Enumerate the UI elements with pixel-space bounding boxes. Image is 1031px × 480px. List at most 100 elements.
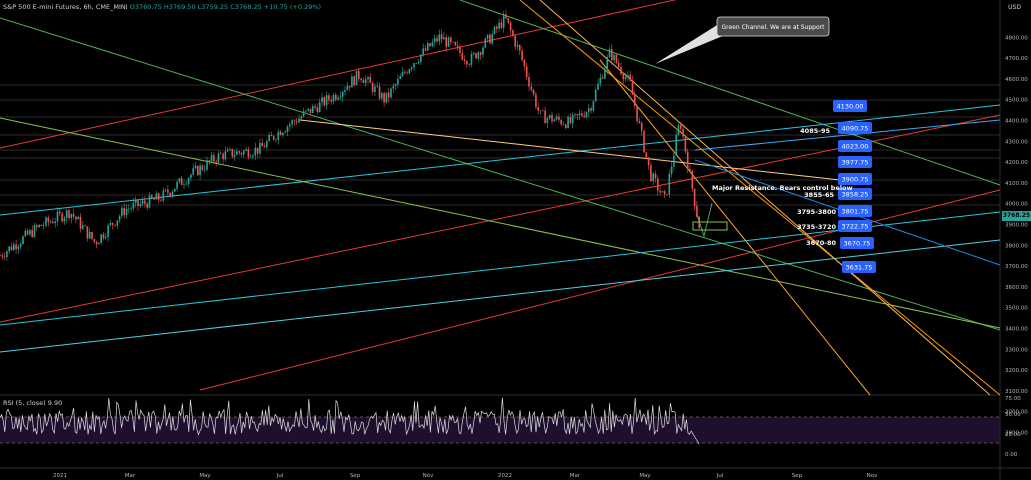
price-level-box[interactable] bbox=[840, 237, 874, 249]
candle-body bbox=[537, 107, 539, 111]
cyan-lower-line[interactable] bbox=[0, 239, 1001, 353]
price-level-box[interactable] bbox=[833, 100, 867, 112]
candle-body bbox=[111, 222, 114, 225]
price-axis-tick-label: 4500.00 bbox=[1005, 98, 1028, 104]
rsi-title[interactable]: RSI (5, close) bbox=[3, 399, 46, 407]
candle-body bbox=[659, 190, 661, 193]
red-channel-middle-line[interactable] bbox=[0, 114, 1001, 323]
orange-channel-line-1[interactable] bbox=[519, 0, 1001, 396]
price-axis-tick-label: 4600.00 bbox=[1005, 77, 1028, 83]
time-axis-tick-label: May bbox=[199, 473, 211, 479]
candle-body bbox=[254, 147, 257, 156]
price-level-box[interactable] bbox=[838, 122, 872, 134]
candle-body bbox=[314, 106, 316, 108]
candle-body bbox=[594, 89, 597, 102]
callout-box[interactable] bbox=[716, 16, 830, 37]
candle-body bbox=[277, 131, 280, 140]
candle-body bbox=[401, 71, 404, 77]
candle-body bbox=[512, 30, 514, 36]
candle-body bbox=[542, 110, 544, 112]
candle-body bbox=[500, 22, 503, 28]
candle-body bbox=[353, 76, 355, 86]
candle-body bbox=[309, 108, 312, 114]
red-channel-lower-line[interactable] bbox=[199, 189, 1001, 391]
red-channel-upper-line[interactable] bbox=[0, 0, 720, 149]
orange-channel-line-2[interactable] bbox=[539, 0, 991, 396]
zone-label: 3855-65 bbox=[804, 191, 834, 199]
candle-body bbox=[217, 153, 220, 163]
rsi-band-background bbox=[0, 417, 1000, 443]
candle-body bbox=[13, 244, 15, 251]
candle-body bbox=[406, 72, 408, 74]
cyan-support-line[interactable] bbox=[0, 211, 1001, 326]
price-level-box[interactable] bbox=[838, 220, 872, 232]
candle-body bbox=[238, 151, 240, 153]
trend-lines[interactable] bbox=[0, 0, 1001, 396]
price-level-box[interactable] bbox=[838, 140, 872, 152]
candle-body bbox=[160, 199, 162, 201]
candle-body bbox=[185, 183, 188, 185]
price-level-box[interactable] bbox=[842, 261, 876, 273]
symbol-legend[interactable]: S&P 500 E-mini Futures, 6h, CME_MINI O37… bbox=[3, 3, 321, 11]
green-channel-lower-line[interactable] bbox=[0, 117, 1001, 329]
candle-body bbox=[629, 74, 631, 81]
candle-body bbox=[459, 46, 461, 54]
candle-body bbox=[125, 208, 128, 216]
candle-body bbox=[268, 135, 270, 142]
candle-body bbox=[0, 255, 1, 256]
candle-body bbox=[199, 165, 201, 176]
price-level-box[interactable] bbox=[838, 173, 872, 185]
price-level-box[interactable] bbox=[838, 188, 872, 200]
candle-body bbox=[597, 83, 599, 90]
zone-label: 3670-80 bbox=[806, 239, 836, 247]
green-channel-upper-line-2[interactable] bbox=[459, 0, 1001, 186]
orange-channel-line-3[interactable] bbox=[599, 59, 871, 396]
candle-body bbox=[157, 193, 160, 200]
candle-body bbox=[295, 121, 298, 123]
candle-body bbox=[305, 110, 307, 112]
price-axis[interactable]: 4800.00 4700.00 4600.00 4500.00 4400.00 4300.… bbox=[1005, 35, 1028, 458]
candle-body bbox=[627, 74, 629, 78]
candle-body bbox=[116, 220, 119, 226]
green-channel-upper-line[interactable] bbox=[0, 17, 1001, 331]
candle-body bbox=[657, 178, 659, 191]
candle-body bbox=[617, 62, 620, 67]
price-axis-tick-label: 4800.00 bbox=[1005, 35, 1028, 41]
descending-tan-line[interactable] bbox=[299, 119, 841, 181]
candle-body bbox=[194, 165, 197, 169]
candle-body bbox=[489, 34, 491, 44]
price-level-box[interactable] bbox=[838, 156, 872, 168]
chart-annotations[interactable]: Green Channel. We are at Support Major Re… bbox=[655, 16, 853, 247]
candle-body bbox=[148, 195, 151, 208]
price-level-box[interactable] bbox=[838, 205, 872, 217]
rsi-axis-tick-label: 25.00 bbox=[1005, 432, 1021, 438]
candle-body bbox=[638, 121, 641, 123]
cyan-trend-line[interactable] bbox=[0, 104, 1001, 216]
candle-body bbox=[65, 210, 68, 218]
candle-body bbox=[15, 244, 17, 250]
candle-body bbox=[417, 61, 420, 64]
price-level-boxes[interactable]: 4130.00 4090.75 4023.00 3977.75 3900.75 3858.… bbox=[833, 100, 876, 273]
candle-body bbox=[647, 157, 650, 166]
candle-body bbox=[31, 230, 33, 238]
candle-body bbox=[493, 26, 496, 34]
candle-body bbox=[75, 216, 77, 220]
candle-body bbox=[84, 225, 86, 227]
candle-body bbox=[682, 128, 684, 137]
price-level-label: 3977.75 bbox=[842, 159, 869, 167]
candle-body bbox=[47, 217, 50, 223]
candle-body bbox=[498, 22, 500, 29]
blue-fan-line-1[interactable] bbox=[694, 119, 1001, 151]
candle-body bbox=[339, 96, 342, 98]
candle-body bbox=[291, 120, 293, 125]
price-axis-tick-label: 4700.00 bbox=[1005, 56, 1028, 62]
rsi-legend[interactable]: RSI (5, close) 9.90 bbox=[3, 399, 62, 407]
candle-body bbox=[369, 76, 372, 83]
time-axis[interactable]: 2021 Mar May Jul Sep Nov 2022 Mar May Jul Sep Nov bbox=[53, 473, 878, 479]
candle-body bbox=[289, 124, 291, 127]
candle-body bbox=[362, 80, 365, 83]
candle-body bbox=[484, 38, 487, 48]
symbol-title[interactable]: S&P 500 E-mini Futures, 6h, CME_MINI bbox=[3, 3, 128, 11]
